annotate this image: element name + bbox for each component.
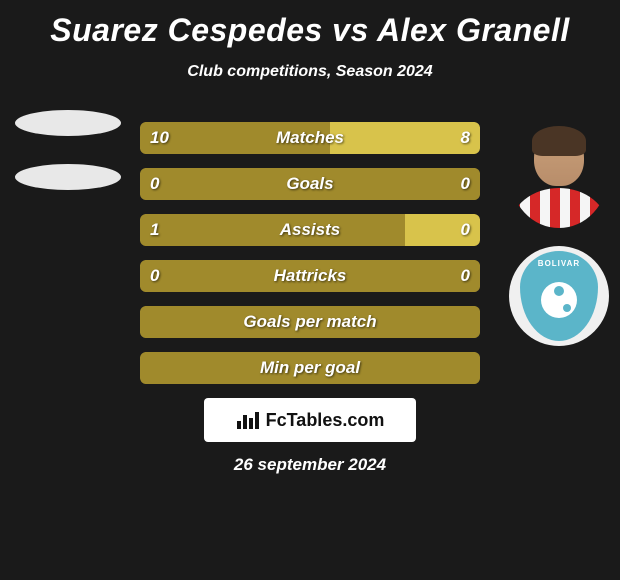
date: 26 september 2024 [0, 455, 620, 475]
stat-bar: Min per goal [140, 352, 480, 384]
right-player-photo [510, 122, 608, 228]
bar-value-left: 0 [150, 266, 159, 286]
bar-label: Goals [140, 174, 480, 194]
left-player-photo-placeholder [15, 110, 121, 136]
bar-value-right: 0 [461, 174, 470, 194]
left-player-column [8, 110, 128, 190]
bar-value-left: 1 [150, 220, 159, 240]
right-player-column: BOLIVAR [504, 122, 614, 346]
subtitle: Club competitions, Season 2024 [0, 63, 620, 81]
hair-graphic [532, 126, 586, 156]
bar-label: Matches [140, 128, 480, 148]
stat-bar: Goals0 0 [140, 168, 480, 200]
bar-label: Hattricks [140, 266, 480, 286]
football-icon [541, 282, 577, 318]
stats-bars: Matches108Goals00Assists10Hattricks00Goa… [140, 122, 480, 384]
bar-label: Assists [140, 220, 480, 240]
bar-value-right: 8 [461, 128, 470, 148]
brand-box[interactable]: FcTables.com [204, 398, 416, 442]
stat-bar: Goals per match [140, 306, 480, 338]
bar-value-left: 0 [150, 174, 159, 194]
stat-bar: Hattricks0 0 [140, 260, 480, 292]
bar-label: Min per goal [140, 358, 480, 378]
bar-value-right: 0 [461, 220, 470, 240]
bars-icon [236, 411, 262, 429]
bar-value-left: 10 [150, 128, 169, 148]
badge-label: BOLIVAR [520, 259, 598, 268]
badge-shield: BOLIVAR [520, 251, 598, 341]
brand-text: FcTables.com [266, 410, 385, 431]
bar-value-right: 0 [461, 266, 470, 286]
bar-label: Goals per match [140, 312, 480, 332]
page-title: Suarez Cespedes vs Alex Granell [0, 0, 620, 49]
stat-bar: Assists1 0 [140, 214, 480, 246]
left-club-badge-placeholder [15, 164, 121, 190]
stat-bar: Matches10 8 [140, 122, 480, 154]
jersey-graphic [510, 188, 608, 228]
right-club-badge: BOLIVAR [509, 246, 609, 346]
